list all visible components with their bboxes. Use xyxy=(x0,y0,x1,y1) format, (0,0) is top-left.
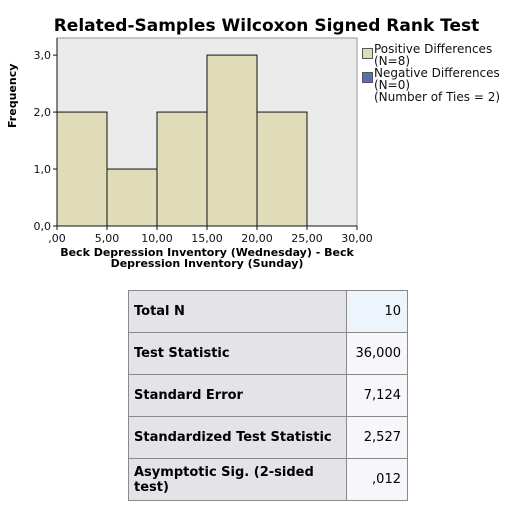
x-tick-label: 20,00 xyxy=(241,232,273,245)
row-value: 7,124 xyxy=(346,374,408,417)
legend-negative-label: Negative Differences xyxy=(374,66,500,80)
row-label: Asymptotic Sig. (2-sided test) xyxy=(128,458,347,501)
x-tick-label: 15,00 xyxy=(191,232,223,245)
row-value: 2,527 xyxy=(346,416,408,459)
x-tick-label: 10,00 xyxy=(141,232,173,245)
legend-ties: (Number of Ties = 2) xyxy=(362,91,500,103)
chart-title: Related-Samples Wilcoxon Signed Rank Tes… xyxy=(53,16,480,36)
test-summary-table: Total N 10 Test Statistic 36,000 Standar… xyxy=(128,290,408,501)
histogram-bar xyxy=(156,111,208,227)
y-tick-label: 1,0 xyxy=(34,163,52,176)
x-tick-label: ,00 xyxy=(48,232,66,245)
x-tick-label: 5,00 xyxy=(95,232,120,245)
y-tick-label: 3,0 xyxy=(34,49,52,62)
legend-positive-n: (N=8) xyxy=(374,54,411,68)
row-label: Standard Error xyxy=(128,374,347,417)
histogram-bar xyxy=(106,168,158,227)
legend: Positive Differences (N=8) Negative Diff… xyxy=(362,43,500,103)
x-tick-label: 25,00 xyxy=(291,232,323,245)
row-label: Standardized Test Statistic xyxy=(128,416,347,459)
row-value: ,012 xyxy=(346,458,408,501)
table-row: Standard Error 7,124 xyxy=(128,374,408,417)
legend-positive-label: Positive Differences xyxy=(374,42,493,56)
row-value: 36,000 xyxy=(346,332,408,375)
legend-positive-swatch xyxy=(362,48,373,59)
y-tick-label: 0,0 xyxy=(34,220,52,233)
legend-negative: Negative Differences (N=0) xyxy=(362,67,500,91)
legend-ties-label: (Number of Ties = 2) xyxy=(374,90,501,104)
x-axis-label: Beck Depression Inventory (Wednesday) - … xyxy=(60,246,354,270)
row-label: Total N xyxy=(128,290,347,333)
legend-negative-swatch xyxy=(362,72,373,83)
y-tick-label: 2,0 xyxy=(34,106,52,119)
histogram-chart: 0,0 1,0 2,0 3,0 ,00 5,00 10,00 15,00 20,00 25,00 3… xyxy=(34,37,373,245)
y-axis-label: Frequency xyxy=(6,63,19,128)
x-tick-label: 30,00 xyxy=(341,232,373,245)
histogram-bar xyxy=(256,111,308,227)
table-row: Asymptotic Sig. (2-sided test) ,012 xyxy=(128,458,408,501)
table-row: Total N 10 xyxy=(128,290,408,333)
table-row: Test Statistic 36,000 xyxy=(128,332,408,375)
legend-negative-n: (N=0) xyxy=(374,78,411,92)
legend-positive: Positive Differences (N=8) xyxy=(362,43,500,67)
row-label: Test Statistic xyxy=(128,332,347,375)
histogram-bar xyxy=(206,54,258,227)
table-row: Standardized Test Statistic 2,527 xyxy=(128,416,408,459)
row-value: 10 xyxy=(346,290,408,333)
histogram-bar xyxy=(56,111,108,227)
